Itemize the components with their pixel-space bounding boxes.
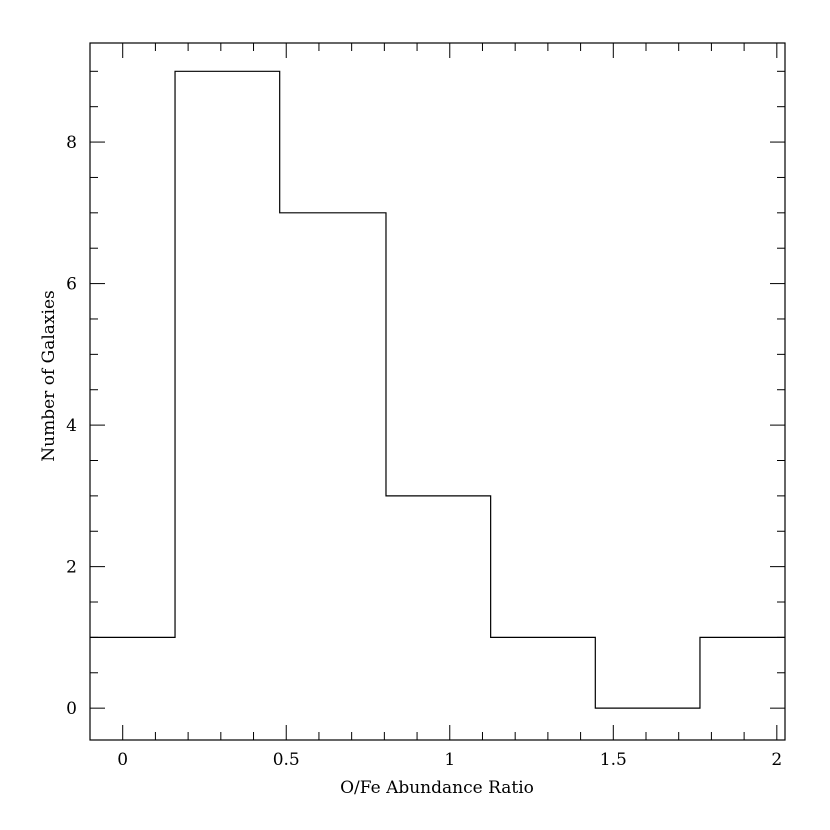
histogram-bin	[700, 637, 785, 708]
axis-ticks	[89, 43, 785, 740]
histogram-bin	[280, 213, 386, 708]
tick-labels: 0 0.5 1 1.5 2 0 2 4 6 8	[66, 133, 782, 770]
histogram-bin	[175, 71, 280, 708]
x-tick-label: 1	[444, 750, 455, 770]
histogram-step-line	[90, 70, 785, 709]
y-tick-label: 0	[66, 699, 77, 719]
y-tick-label: 4	[66, 416, 77, 436]
histogram-bin	[90, 637, 175, 708]
x-tick-label: 2	[771, 750, 782, 770]
histogram-bins	[90, 71, 785, 708]
x-tick-label: 0.5	[273, 750, 300, 770]
x-tick-label: 1.5	[600, 750, 627, 770]
y-tick-label: 6	[66, 275, 77, 295]
histogram-bin	[386, 496, 491, 708]
y-tick-label: 2	[66, 558, 77, 578]
y-axis-label: Number of Galaxies	[39, 290, 59, 461]
y-tick-label: 8	[66, 133, 77, 153]
histogram-bin	[491, 637, 596, 708]
x-tick-label: 0	[117, 750, 128, 770]
plot-frame	[89, 42, 786, 741]
x-axis-label: O/Fe Abundance Ratio	[340, 778, 534, 798]
